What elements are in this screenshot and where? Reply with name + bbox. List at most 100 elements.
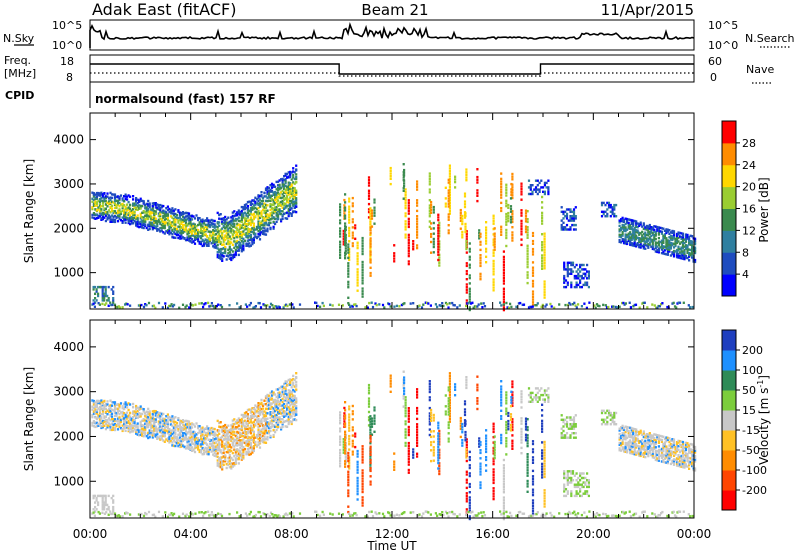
power-cell bbox=[351, 204, 354, 208]
power-cell bbox=[669, 231, 672, 234]
power-cell bbox=[252, 222, 255, 225]
velocity-cell bbox=[209, 429, 212, 432]
velocity-cell bbox=[254, 408, 257, 411]
power-cell bbox=[541, 262, 544, 265]
power-cell bbox=[587, 277, 590, 280]
power-cell bbox=[254, 200, 257, 204]
power-cell bbox=[115, 216, 118, 219]
power-cell bbox=[260, 213, 263, 216]
power-cell bbox=[416, 223, 419, 226]
power-cell bbox=[347, 296, 350, 299]
power-cell bbox=[218, 254, 221, 257]
power-cell bbox=[520, 233, 523, 236]
power-cell bbox=[526, 255, 529, 258]
velocity-cell bbox=[148, 431, 151, 434]
power-cell bbox=[660, 232, 663, 235]
power-cell bbox=[178, 225, 181, 228]
power-cell bbox=[283, 183, 286, 186]
power-cell bbox=[291, 303, 294, 306]
power-cell bbox=[602, 212, 605, 216]
power-cell bbox=[218, 221, 221, 224]
velocity-cell bbox=[239, 453, 242, 457]
power-cell bbox=[339, 235, 342, 238]
velocity-cell bbox=[263, 418, 266, 421]
power-cell bbox=[129, 219, 132, 223]
power-cell bbox=[124, 213, 127, 216]
power-cell bbox=[133, 206, 136, 209]
velocity-cell bbox=[225, 443, 228, 446]
velocity-cell bbox=[183, 432, 186, 435]
power-cell bbox=[580, 263, 583, 267]
power-cell bbox=[648, 223, 651, 227]
power-cell bbox=[407, 204, 410, 207]
velocity-cell bbox=[97, 399, 100, 403]
velocity-cell bbox=[261, 434, 265, 438]
power-cell bbox=[647, 230, 650, 233]
velocity-cell bbox=[200, 449, 203, 452]
power-cell bbox=[404, 212, 407, 215]
power-cell bbox=[654, 246, 657, 250]
velocity-cell bbox=[109, 419, 112, 422]
power-cell bbox=[568, 301, 571, 305]
power-cell bbox=[531, 184, 534, 187]
velocity-cell bbox=[145, 415, 148, 419]
power-cell bbox=[339, 219, 342, 222]
velocity-cell bbox=[150, 425, 153, 428]
velocity-cell bbox=[193, 450, 197, 454]
power-cell bbox=[403, 302, 406, 305]
velocity-cell bbox=[258, 434, 262, 437]
power-cell bbox=[633, 234, 636, 237]
velocity-cell bbox=[195, 422, 198, 425]
power-cell bbox=[662, 241, 665, 244]
power-cell bbox=[543, 243, 546, 246]
velocity-cell bbox=[267, 430, 271, 433]
power-cell bbox=[231, 235, 234, 238]
power-cell bbox=[402, 176, 405, 179]
power-cell bbox=[623, 225, 626, 229]
power-cell bbox=[347, 246, 350, 249]
power-cell bbox=[174, 223, 177, 226]
power-cell bbox=[531, 242, 535, 245]
power-cell bbox=[657, 228, 660, 231]
velocity-cell bbox=[190, 423, 194, 426]
power-cell bbox=[225, 254, 228, 257]
power-cell bbox=[465, 238, 468, 241]
power-cell bbox=[663, 229, 666, 232]
power-cell bbox=[151, 228, 154, 231]
velocity-cell bbox=[221, 441, 224, 445]
power-cell bbox=[234, 217, 237, 221]
power-cell bbox=[178, 213, 181, 216]
velocity-cell bbox=[237, 437, 240, 440]
power-cell bbox=[178, 237, 181, 240]
power-cell bbox=[671, 238, 674, 242]
power-cell bbox=[127, 200, 130, 204]
velocity-cell bbox=[197, 424, 200, 428]
velocity-cell bbox=[136, 413, 139, 416]
power-cell bbox=[635, 222, 638, 225]
power-cell bbox=[502, 295, 505, 298]
power-cell bbox=[348, 208, 351, 211]
power-cell bbox=[249, 301, 252, 305]
velocity-cell bbox=[163, 429, 166, 432]
power-cell bbox=[283, 185, 286, 188]
power-cell bbox=[148, 223, 151, 226]
power-cell bbox=[476, 199, 479, 203]
power-cell bbox=[98, 194, 101, 197]
power-cell bbox=[448, 207, 451, 210]
power-cell bbox=[348, 221, 351, 224]
power-cell bbox=[259, 306, 263, 309]
power-cell bbox=[688, 239, 691, 242]
power-cell bbox=[248, 245, 251, 248]
power-cell bbox=[239, 226, 242, 229]
power-cell bbox=[240, 211, 243, 214]
power-cell bbox=[213, 219, 216, 223]
velocity-cell bbox=[257, 419, 260, 422]
power-cell bbox=[510, 182, 513, 186]
power-cell bbox=[207, 244, 210, 247]
power-cell bbox=[277, 203, 280, 206]
power-cell bbox=[287, 186, 290, 189]
power-cell bbox=[298, 303, 302, 306]
velocity-cell bbox=[225, 450, 228, 454]
power-cell bbox=[351, 236, 354, 240]
power-cell bbox=[337, 303, 341, 306]
